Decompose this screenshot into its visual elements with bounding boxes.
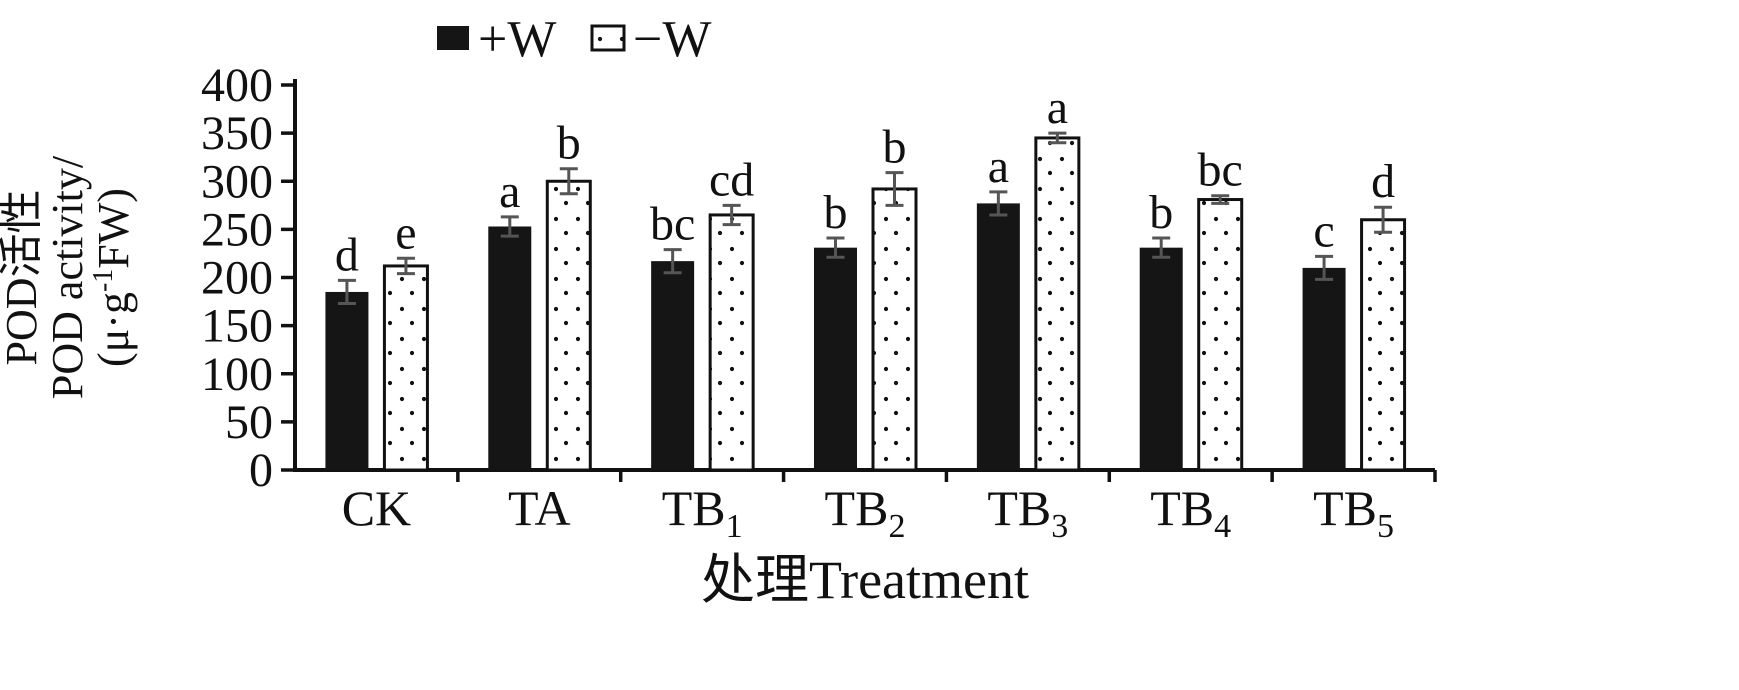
legend-label-plus-w: +W <box>478 11 556 68</box>
bar-minus-w-tb3 <box>1034 136 1081 472</box>
bar-plus-w-tb4 <box>1139 247 1183 470</box>
x-category-label-ta: TA <box>508 480 571 536</box>
sig-letter-plus-w-tb3: a <box>988 140 1009 193</box>
sig-letter-plus-w-ck: d <box>335 228 359 281</box>
bar-minus-w-tb2 <box>871 187 918 472</box>
sig-letter-plus-w-ta: a <box>499 165 520 218</box>
sig-letter-minus-w-ck: e <box>395 206 416 259</box>
bar-plus-w-tb3 <box>976 203 1020 470</box>
sig-letter-minus-w-tb4: bc <box>1198 144 1243 197</box>
y-axis-title-line-1: POD活性 <box>0 189 46 365</box>
y-tick-label: 400 <box>201 59 273 112</box>
legend-label-minus-w: −W <box>633 11 711 68</box>
bar-plus-w-tb2 <box>814 247 857 470</box>
bar-minus-w-ta <box>545 179 592 472</box>
y-tick-label: 0 <box>249 444 273 497</box>
y-tick-label: 50 <box>225 396 273 449</box>
legend-swatch-plus-w <box>437 26 469 50</box>
bar-plus-w-tb5 <box>1302 267 1346 470</box>
y-axis-title-line-2: POD activity/ <box>43 155 92 399</box>
y-tick-label: 100 <box>201 348 273 401</box>
y-tick-label: 200 <box>201 252 273 305</box>
y-tick-label: 150 <box>201 300 273 353</box>
x-axis-title: 处理Treatment <box>701 550 1029 610</box>
y-axis-title-line-3: (μ·g-1FW) <box>88 188 138 367</box>
bar-plus-w-ta <box>488 226 532 470</box>
x-category-label-tb4: TB4 <box>1150 480 1231 545</box>
sig-letter-minus-w-tb5: d <box>1371 155 1395 208</box>
x-category-label-tb1: TB1 <box>662 480 743 545</box>
sig-letter-plus-w-tb5: c <box>1313 204 1334 257</box>
sig-letter-plus-w-tb2: b <box>824 186 848 239</box>
sig-letter-minus-w-tb2: b <box>883 121 907 174</box>
sig-letter-minus-w-ta: b <box>557 117 581 170</box>
sig-letter-minus-w-tb3: a <box>1047 81 1068 134</box>
x-category-label-tb3: TB3 <box>987 480 1068 545</box>
legend-swatch-minus-w <box>590 24 626 52</box>
x-category-label-tb5: TB5 <box>1313 480 1394 545</box>
sig-letter-minus-w-tb1: cd <box>709 153 754 206</box>
legend: +W −W <box>437 11 711 68</box>
bar-plus-w-tb1 <box>651 261 695 470</box>
y-tick-label: 250 <box>201 203 273 256</box>
sig-letter-plus-w-tb1: bc <box>650 198 695 251</box>
sig-letter-plus-w-tb4: b <box>1149 186 1173 239</box>
y-tick-label: 300 <box>201 155 273 208</box>
x-category-label-tb2: TB2 <box>825 480 906 545</box>
bar-minus-w-tb1 <box>708 213 755 472</box>
bar-minus-w-tb4 <box>1197 198 1244 472</box>
bar-minus-w-ck <box>382 264 429 472</box>
y-tick-label: 350 <box>201 107 273 160</box>
bar-minus-w-tb5 <box>1360 218 1407 472</box>
x-category-label-ck: CK <box>342 480 411 536</box>
bar-plus-w-ck <box>325 291 369 470</box>
